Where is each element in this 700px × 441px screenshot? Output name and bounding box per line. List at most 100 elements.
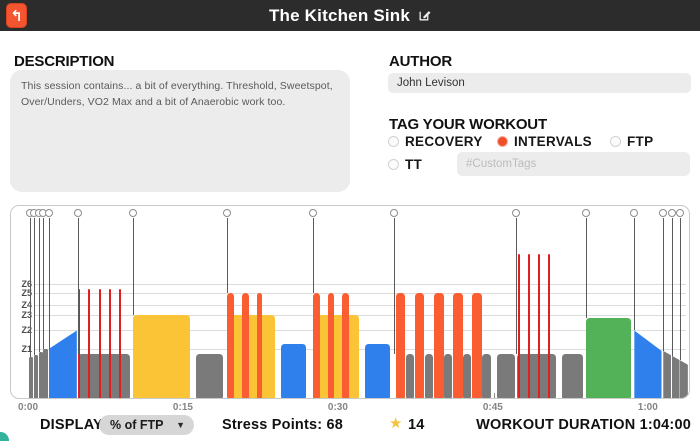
workout-segment-bar[interactable] [663,350,672,398]
custom-tags-input[interactable] [457,152,690,176]
radio-ftp[interactable]: FTP [610,134,653,149]
workout-segment-bar[interactable] [78,288,81,398]
description-field[interactable]: This session contains... a bit of everyt… [10,70,350,192]
workout-segment-bar[interactable] [43,349,48,398]
workout-segment-bar[interactable] [364,344,390,398]
workout-segment-bar[interactable] [327,293,335,398]
workout-segment-bar[interactable] [444,353,453,398]
workout-segment-bar[interactable] [227,293,235,398]
workout-segment-bar[interactable] [547,253,550,398]
segment-pin[interactable] [667,209,676,217]
radio-tt-label: TT [405,157,423,172]
segment-pin[interactable] [223,209,232,217]
edit-title-icon[interactable] [418,9,431,22]
workout-segment-bar[interactable] [453,293,463,398]
segment-pin-stem [77,218,79,354]
display-dropdown[interactable]: % of FTP ▼ [99,415,194,435]
radio-circle-icon [610,136,621,147]
workout-segment-bar[interactable] [496,353,515,398]
workout-segment-bar[interactable] [109,288,112,398]
segment-pin-stem [671,218,673,356]
workout-segment-bar[interactable] [78,353,130,398]
workout-segment-bar[interactable] [34,354,39,398]
page-title: The Kitchen Sink [268,5,411,25]
workout-segment-bar[interactable] [562,353,583,398]
workout-segment-bar[interactable] [281,344,307,398]
workout-segment-bar[interactable] [634,330,662,398]
workout-segment-bar[interactable] [406,353,415,398]
workout-segment-bar[interactable] [679,360,688,398]
segment-pin[interactable] [129,209,138,217]
workout-segment-bar[interactable] [313,314,359,398]
segment-pin-stem [133,218,135,315]
radio-recovery[interactable]: RECOVERY [388,134,483,149]
workout-chart-plot[interactable]: Z6 Z5 Z4 Z3 Z2 Z1 [10,205,690,399]
segment-pin[interactable] [659,209,668,217]
time-axis-label: 0:30 [327,402,348,413]
zone-label: Z4 [21,299,32,310]
description-heading: DESCRIPTION [14,53,115,70]
segment-pin-stem [679,218,681,361]
axis-tick [493,393,495,398]
description-text: This session contains... a bit of everyt… [21,80,333,108]
segment-pin[interactable] [511,209,520,217]
zone-gridline [34,293,686,295]
workout-segment-bar[interactable] [341,293,349,398]
workout-segment-bar[interactable] [48,330,77,398]
workout-segment-bar[interactable] [119,288,122,398]
workout-segment-bar[interactable] [196,353,223,398]
workout-segment-bar[interactable] [585,318,631,398]
workout-segment-bar[interactable] [313,293,320,398]
segment-pin[interactable] [73,209,82,217]
back-button[interactable]: ↰ [6,3,27,28]
radio-intervals[interactable]: INTERVALS [497,134,592,149]
segment-pin[interactable] [389,209,398,217]
workout-segment-bar[interactable] [414,293,425,398]
corner-decoration [0,432,9,441]
segment-pin-stem [29,218,31,358]
workout-segment-bar[interactable] [516,353,557,398]
workout-segment-bar[interactable] [242,293,249,398]
workout-segment-bar[interactable] [29,357,34,398]
author-heading: AUTHOR [389,53,452,70]
zone-gridline [34,314,686,316]
segment-pin-stem [43,218,45,349]
title-group: The Kitchen Sink [0,0,700,31]
workout-segment-bar[interactable] [482,353,492,398]
workout-segment-bar[interactable] [38,351,43,398]
workout-segment-bar[interactable] [472,293,482,398]
workout-segment-bar[interactable] [256,293,263,398]
workout-segment-bar[interactable] [98,288,101,398]
segment-pin[interactable] [581,209,590,217]
workout-segment-bar[interactable] [395,293,406,398]
workout-segment-bar[interactable] [425,353,434,398]
workout-segment-bar[interactable] [88,288,91,398]
time-axis-label: 0:00 [17,402,39,413]
back-icon: ↰ [10,7,23,25]
workout-segment-bar[interactable] [433,293,444,398]
workout-segment-bar[interactable] [463,353,472,398]
zone-gridline [34,304,686,306]
workout-segment-bar[interactable] [227,314,276,398]
segment-pin-stem [585,218,587,319]
workout-segment-bar[interactable] [527,253,530,398]
radio-tt[interactable]: TT [388,157,422,172]
author-input[interactable] [388,73,691,93]
workout-segment-bar[interactable] [133,314,191,398]
star-count: 14 [408,417,425,433]
workout-segment-bar[interactable] [537,253,540,398]
radio-circle-icon [497,136,508,147]
zone-gridline [34,284,686,286]
display-dropdown-value: % of FTP [110,418,164,432]
segment-pin[interactable] [309,209,318,217]
radio-intervals-label: INTERVALS [514,134,592,149]
segment-pin[interactable] [630,209,639,217]
segment-pin-stem [38,218,40,352]
workout-segment-bar[interactable] [518,253,521,398]
segment-pin[interactable] [675,209,684,217]
chevron-down-icon: ▼ [176,420,185,430]
segment-pin-stem [393,218,395,354]
workout-segment-bar[interactable] [671,355,680,398]
segment-pin[interactable] [44,209,53,217]
